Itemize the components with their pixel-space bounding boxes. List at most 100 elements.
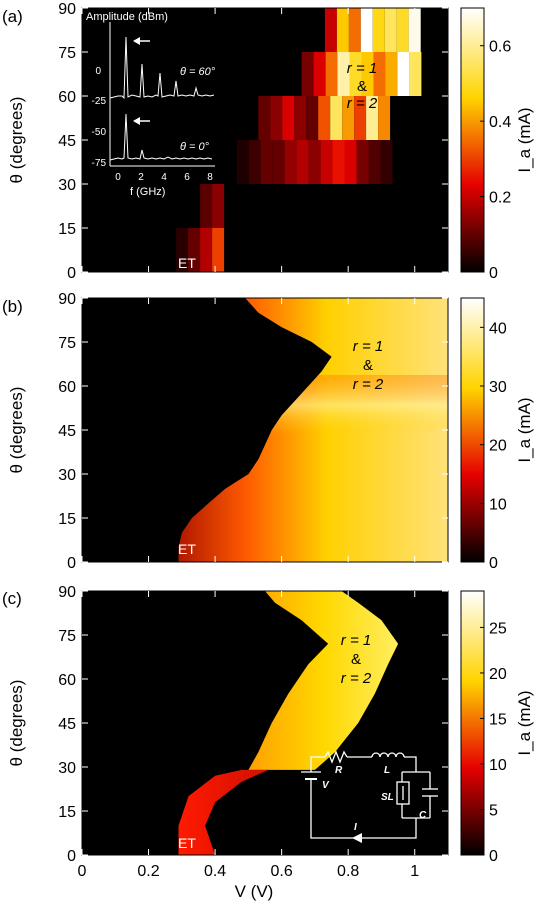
colorbar-label-b: I_a (mA) (515, 397, 534, 462)
colorbar-tick-label-0-3: 0.6 (489, 39, 511, 56)
heatmap-cell-a-r2-c3 (272, 140, 285, 184)
heatmap-cell-a-r4-c7 (385, 52, 398, 96)
ylabel-a: θ (degrees) (7, 97, 26, 184)
circuit-label-i: I (354, 822, 357, 833)
ytick-label-1-6: 90 (58, 291, 76, 308)
circuit-label-r: R (335, 765, 343, 776)
inset-ytick-neg50: -50 (92, 127, 107, 138)
panel-c: r = 1 & r = 2 ET R L V (81, 590, 449, 856)
ytick-label-2-2: 30 (58, 760, 76, 777)
heatmap-cell-a-r2-c7 (320, 140, 333, 184)
heatmap-cell-a-r3-c7 (342, 96, 355, 140)
colorbar-tick-label-0-1: 0.2 (489, 190, 511, 207)
heatmap-cell-a-r2-c9 (344, 140, 357, 184)
ylabel-b: θ (degrees) (7, 387, 26, 474)
colorbar-tick-label-1-1: 10 (489, 496, 507, 513)
heatmap-cell-a-r2-c4 (284, 140, 297, 184)
annotation-amp-c: & (351, 651, 361, 668)
colorbar-tick-label-1-2: 20 (489, 438, 507, 455)
colorbar-tick-label-2-0: 0 (489, 848, 498, 865)
heatmap-cell-a-r3-c6 (330, 96, 343, 140)
annotation-et-a: ET (178, 255, 196, 271)
annotation-r1-a: r = 1 (347, 60, 377, 77)
colorbar-tick-label-1-0: 0 (489, 555, 498, 572)
ytick-label-0-3: 45 (58, 133, 76, 150)
heatmap-cell-a-r5-c4 (372, 8, 385, 52)
ytick-label-1-1: 15 (58, 511, 76, 528)
ytick-label-1-4: 60 (58, 379, 76, 396)
superlattice-element (396, 781, 410, 805)
colorbar-tick-label-2-1: 5 (489, 802, 498, 819)
colorbar-label-a: I_a (mA) (515, 107, 534, 172)
heatmap-cell-a-r2-c0 (236, 140, 249, 184)
inset-xtick-4: 4 (161, 172, 167, 183)
inset-ytick-0: 0 (95, 66, 101, 77)
colorbar-tick-label-1-4: 40 (489, 320, 507, 337)
heatmap-cell-a-r5-c0 (324, 8, 337, 52)
ytick-label-2-6: 90 (58, 584, 76, 601)
annotation-et-c: ET (178, 835, 196, 851)
heatmap-cell-a-r3-c5 (318, 96, 331, 140)
circuit-label-l: L (384, 765, 390, 776)
inset-xtick-0: 0 (115, 172, 121, 183)
ytick-label-1-2: 30 (58, 467, 76, 484)
heatmap-cell-a-r2-c1 (248, 140, 261, 184)
ytick-label-0-4: 60 (58, 89, 76, 106)
inset-spectrum: Amplitude (dBm) 0 -25 -50 -75 θ = 60° θ … (86, 11, 216, 198)
circuit-label-sl: SL (381, 792, 394, 803)
annotation-amp-a: & (357, 78, 367, 95)
xtick-label-5: 1 (410, 863, 419, 880)
colorbar-tick-label-0-0: 0 (489, 265, 498, 282)
inset-xtick-6: 6 (184, 172, 190, 183)
ytick-label-0-5: 75 (58, 45, 76, 62)
heatmap-cell-a-r3-c8 (354, 96, 367, 140)
current-lobe-lower-c (178, 769, 269, 855)
heatmap-cell-a-r1-c0 (200, 184, 213, 228)
heatmap-cell-a-r1-c1 (212, 184, 225, 228)
heatmap-cell-a-r4-c2 (325, 52, 338, 96)
panel-label-a: (a) (2, 7, 23, 26)
ytick-label-1-5: 75 (58, 335, 76, 352)
heatmap-cell-a-r4-c1 (313, 52, 326, 96)
colorbar-tick-label-0-2: 0.4 (489, 114, 511, 131)
inset-ytick-neg25: -25 (92, 96, 107, 107)
resistor (324, 750, 348, 764)
heatmap-cell-a-r3-c10 (378, 96, 391, 140)
inset-label-top: θ = 60° (180, 66, 216, 78)
xlabel: V (V) (235, 882, 274, 901)
heatmap-cell-a-r0-c1 (188, 228, 201, 272)
ytick-label-2-4: 60 (58, 672, 76, 689)
ytick-label-0-1: 15 (58, 221, 76, 238)
ytick-label-1-3: 45 (58, 423, 76, 440)
annotation-r2-a: r = 2 (347, 95, 378, 112)
inset-ylabel: Amplitude (dBm) (86, 11, 168, 23)
current-arrow (352, 833, 362, 843)
colorbar-tick-label-2-2: 10 (489, 757, 507, 774)
current-lobe-upper-c (248, 591, 399, 770)
heatmap-cell-a-r0-c0 (176, 228, 189, 272)
heatmap-cell-a-r4-c4 (349, 52, 362, 96)
annotation-et-b: ET (178, 541, 196, 557)
colorbar-tick-label-2-5: 25 (489, 620, 507, 637)
ytick-label-2-0: 0 (67, 848, 76, 865)
heatmap-cell-a-r5-c2 (348, 8, 361, 52)
xtick-label-0: 0 (78, 863, 87, 880)
heatmap-cell-a-r5-c1 (336, 8, 349, 52)
heatmap-cells-a (176, 8, 422, 272)
heatmap-cell-a-r2-c5 (296, 140, 309, 184)
inset-xtick-8: 8 (207, 172, 213, 183)
heatmap-cell-a-r3-c4 (306, 96, 319, 140)
panel-label-b: (b) (2, 297, 23, 316)
xtick-label-1: 0.2 (137, 863, 159, 880)
panel-a: Amplitude (dBm) 0 -25 -50 -75 θ = 60° θ … (81, 7, 449, 273)
spectrum-bottom-line (109, 113, 213, 161)
heatmap-cell-a-r4-c9 (409, 52, 422, 96)
heatmap-cell-a-r0-c2 (200, 228, 213, 272)
ytick-label-0-6: 90 (58, 1, 76, 18)
xtick-label-4: 0.8 (337, 863, 359, 880)
heatmap-cell-a-r2-c12 (380, 140, 393, 184)
colorbar-tick-label-2-4: 20 (489, 666, 507, 683)
annotation-amp-b: & (363, 357, 373, 374)
annotation-r1-b: r = 1 (353, 338, 383, 355)
